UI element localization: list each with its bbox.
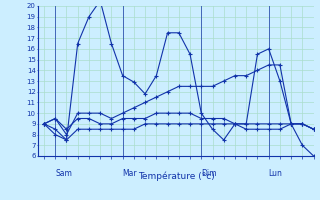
- Text: Sam: Sam: [55, 169, 72, 178]
- Text: Lun: Lun: [269, 169, 283, 178]
- X-axis label: Température (°c): Température (°c): [138, 171, 214, 181]
- Text: Mar: Mar: [123, 169, 137, 178]
- Text: Dim: Dim: [201, 169, 217, 178]
